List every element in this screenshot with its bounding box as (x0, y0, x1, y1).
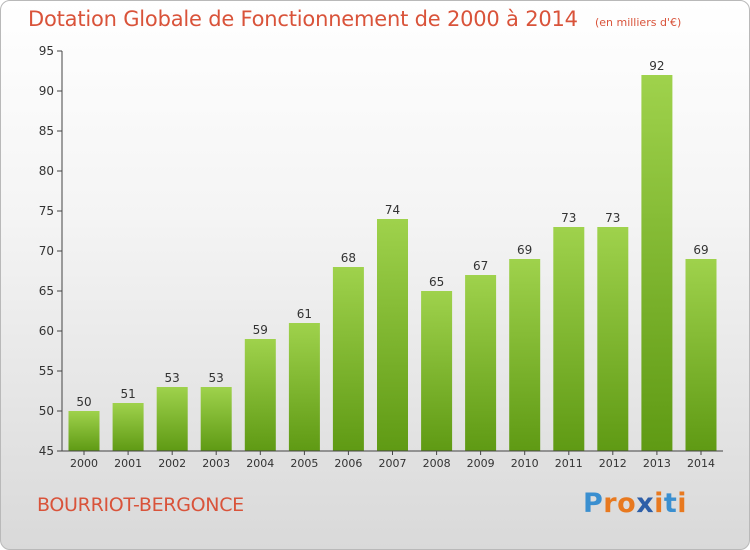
data-label-2008: 65 (429, 275, 444, 289)
data-label-2006: 68 (341, 251, 356, 265)
bar-2003 (200, 387, 232, 451)
bar-2000 (68, 411, 100, 451)
x-tick-label-2011: 2011 (555, 457, 583, 470)
x-tick-label-2001: 2001 (114, 457, 142, 470)
y-tick-label-80: 80 (39, 164, 54, 178)
data-label-2013: 92 (649, 59, 664, 73)
bar-2008 (421, 291, 453, 451)
y-tick-label-70: 70 (39, 244, 54, 258)
logo-letter: P (583, 488, 604, 519)
x-tick-label-2014: 2014 (687, 457, 715, 470)
bar-2009 (465, 275, 497, 451)
y-tick-label-85: 85 (39, 124, 54, 138)
y-tick-label-50: 50 (39, 404, 54, 418)
bar-2001 (112, 403, 144, 451)
y-tick-label-65: 65 (39, 284, 54, 298)
x-tick-label-2010: 2010 (511, 457, 539, 470)
commune-name: BOURRIOT-BERGONCE (37, 494, 244, 516)
data-label-2012: 73 (605, 211, 620, 225)
x-tick-label-2002: 2002 (158, 457, 186, 470)
data-label-2001: 51 (120, 387, 135, 401)
data-label-2011: 73 (561, 211, 576, 225)
x-tick-label-2009: 2009 (467, 457, 495, 470)
x-tick-label-2006: 2006 (334, 457, 362, 470)
bar-2010 (509, 259, 541, 451)
y-tick-label-75: 75 (39, 204, 54, 218)
bar-2011 (553, 227, 585, 451)
y-tick-label-90: 90 (39, 84, 54, 98)
x-tick-label-2000: 2000 (70, 457, 98, 470)
logo-letter: i (677, 488, 688, 519)
data-label-2003: 53 (209, 371, 224, 385)
bar-2014 (685, 259, 717, 451)
logo-letter: r (603, 488, 618, 519)
logo-letter: o (617, 488, 637, 519)
data-label-2004: 59 (253, 323, 268, 337)
x-tick-label-2004: 2004 (246, 457, 274, 470)
data-label-2007: 74 (385, 203, 400, 217)
data-label-2005: 61 (297, 307, 312, 321)
x-tick-label-2012: 2012 (599, 457, 627, 470)
y-tick-label-55: 55 (39, 364, 54, 378)
data-label-2010: 69 (517, 243, 532, 257)
logo-letter: i (654, 488, 664, 519)
y-tick-label-45: 45 (39, 444, 54, 458)
bar-2013 (641, 75, 673, 451)
bar-2007 (377, 219, 408, 451)
x-tick-label-2013: 2013 (643, 457, 671, 470)
x-tick-label-2005: 2005 (290, 457, 318, 470)
data-label-2000: 50 (76, 395, 91, 409)
x-tick-label-2003: 2003 (202, 457, 230, 470)
bars-group: 50 51 53 53 59 61 68 74 65 67 69 73 73 92 69 (68, 59, 717, 451)
bar-2006 (332, 267, 364, 451)
chart-title: Dotation Globale de Fonctionnement de 20… (28, 7, 578, 31)
axes-group: 2000 2001 2002 2003 2004 2005 2006 2007 2008 2009… (39, 44, 723, 470)
x-tick-label-2008: 2008 (423, 457, 451, 470)
bar-2002 (156, 387, 188, 451)
chart-unit-note: (en milliers d'€) (594, 16, 682, 29)
title-row: Dotation Globale de Fonctionnement de 20… (28, 7, 681, 31)
logo-letter: x (636, 488, 655, 519)
y-tick-label-95: 95 (39, 44, 54, 58)
proxiti-logo: Proxiti (583, 488, 687, 519)
logo-letter: t (663, 488, 678, 519)
data-label-2009: 67 (473, 259, 488, 273)
data-label-2002: 53 (165, 371, 180, 385)
data-label-2014: 69 (693, 243, 708, 257)
bar-2005 (288, 323, 320, 451)
x-tick-label-2007: 2007 (379, 457, 407, 470)
y-tick-label-60: 60 (39, 324, 54, 338)
bar-2012 (597, 227, 629, 451)
bar-2004 (244, 339, 276, 451)
